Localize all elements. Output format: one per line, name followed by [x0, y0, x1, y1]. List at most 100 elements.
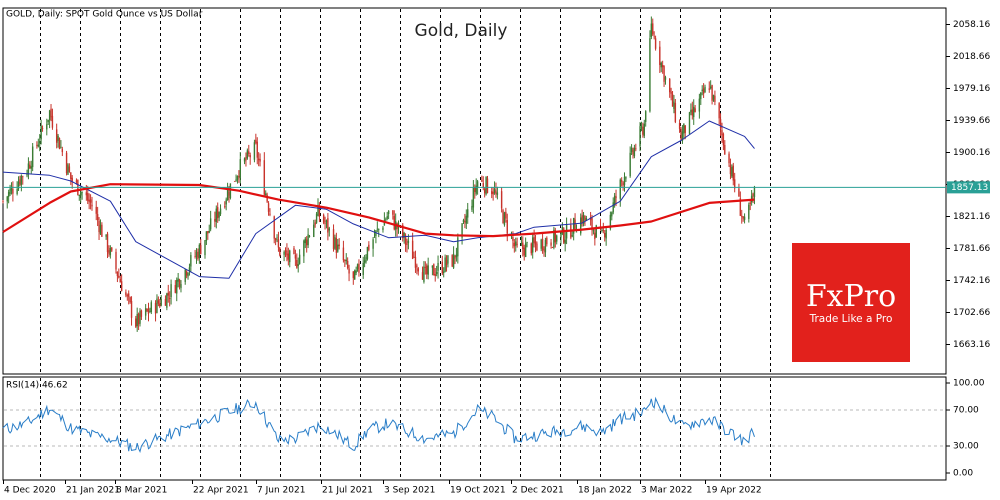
candle-body	[7, 192, 10, 197]
candle-body	[228, 191, 230, 196]
candle-body	[739, 198, 742, 216]
candle-body	[215, 208, 217, 222]
current-price-tag-group: 1857.13	[4, 181, 990, 194]
candle-body	[471, 205, 473, 210]
candle-body	[708, 88, 710, 90]
candle-body	[344, 259, 346, 261]
candle-body	[714, 95, 716, 102]
candle-body	[644, 111, 647, 122]
candle-body	[556, 235, 558, 242]
candle-body	[536, 243, 538, 251]
candle-body	[554, 230, 556, 243]
candle-body	[47, 119, 49, 123]
candle-body	[144, 308, 147, 316]
candle-body	[294, 255, 297, 259]
candle-body	[178, 279, 181, 287]
rsi-tick-label: 30.00	[953, 442, 979, 452]
candle-body	[263, 160, 266, 195]
candle-body	[457, 237, 459, 257]
candle-body	[296, 259, 298, 268]
candle-body	[51, 115, 54, 128]
candle-body	[318, 206, 321, 217]
candle-body	[742, 216, 744, 219]
candle-body	[334, 236, 336, 249]
candle-body	[246, 150, 249, 159]
candle-body	[711, 85, 713, 101]
candle-body	[209, 218, 212, 230]
candle-body	[39, 141, 41, 144]
candle-body	[229, 183, 232, 199]
candle-body	[57, 135, 59, 141]
candle-body	[571, 235, 573, 237]
candle-body	[238, 175, 240, 178]
candle-body	[664, 77, 667, 80]
candle-body	[743, 216, 746, 220]
candle-body	[10, 186, 13, 191]
candle-body	[249, 155, 251, 158]
candle-body	[71, 177, 73, 182]
candle-body	[129, 297, 131, 303]
price-tick-label: 1781.66	[953, 244, 990, 254]
candle-body	[305, 239, 308, 246]
candle-body	[267, 203, 270, 212]
candle-body	[325, 220, 328, 223]
candle-body	[363, 260, 366, 263]
candle-body	[190, 255, 192, 267]
candle-body	[454, 255, 456, 259]
candle-body	[753, 186, 756, 198]
candle-body	[654, 38, 657, 49]
candle-body	[108, 250, 110, 254]
candle-body	[248, 151, 250, 154]
candle-body	[749, 202, 751, 204]
candle-body	[314, 222, 316, 225]
candle-body	[690, 109, 692, 113]
candle-body	[609, 214, 612, 229]
candle-body	[633, 147, 636, 157]
candle-body	[620, 180, 623, 182]
candle-body	[678, 123, 681, 129]
candle-body	[27, 163, 30, 174]
candle-body	[130, 300, 133, 318]
candle-body	[731, 167, 733, 177]
candle-body	[257, 158, 260, 161]
chart-title: Gold, Daily	[415, 21, 508, 41]
candle-body	[36, 144, 38, 146]
candle-body	[81, 192, 83, 194]
candle-body	[116, 271, 119, 277]
candle-body	[356, 264, 359, 270]
rsi-axis-ticks: 100.00 70.00 30.00 0.00	[946, 379, 985, 479]
candle-body	[503, 212, 506, 226]
x-tick-label: 21 Jul 2021	[322, 486, 373, 496]
candle-body	[174, 285, 177, 293]
candle-body	[502, 210, 504, 224]
candle-body	[2, 200, 4, 202]
candle-body	[441, 261, 443, 274]
candle-body	[526, 242, 528, 243]
candle-body	[16, 188, 18, 194]
candle-body	[591, 217, 593, 231]
candle-body	[166, 293, 168, 308]
candle-body	[434, 274, 436, 276]
candle-body	[109, 248, 112, 256]
candle-body	[283, 251, 285, 255]
candle-body	[543, 248, 545, 251]
candle-body	[719, 119, 722, 129]
candle-body	[226, 189, 229, 201]
candle-body	[50, 108, 52, 118]
candle-body	[615, 196, 617, 199]
candle-body	[752, 193, 754, 196]
candle-body	[365, 257, 367, 262]
candle-body	[29, 164, 31, 169]
candle-body	[308, 235, 311, 237]
candle-body	[373, 236, 376, 238]
candle-body	[748, 204, 750, 219]
candle-body	[718, 103, 720, 119]
candle-body	[392, 210, 394, 215]
candle-body	[594, 232, 596, 240]
candle-body	[445, 259, 448, 266]
candle-body	[629, 152, 631, 177]
candle-body	[402, 224, 404, 239]
candle-body	[701, 89, 703, 92]
candle-body	[604, 233, 606, 238]
